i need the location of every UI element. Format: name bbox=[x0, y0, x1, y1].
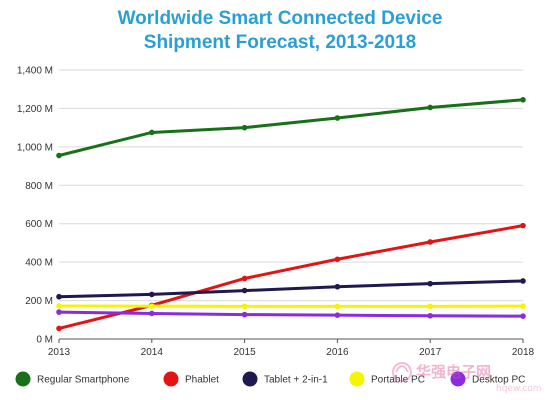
legend-item[interactable]: Phablet bbox=[163, 371, 220, 387]
y-tick-label: 800 M bbox=[25, 181, 53, 192]
data-point-regular-smartphone bbox=[334, 115, 341, 121]
legend: Regular Smartphone Phablet Tablet + 2-in-1… bbox=[15, 371, 526, 387]
y-tick-label: 1,400 M bbox=[17, 66, 53, 77]
y-tick-label: 1,200 M bbox=[17, 104, 53, 115]
data-point-regular-smartphone bbox=[241, 124, 248, 131]
watermark-url: hqew.com bbox=[496, 384, 542, 394]
x-axis-ticks: 2013 2014 2015 2016 2017 2018 bbox=[48, 339, 535, 358]
data-point-tablet-2-in-1 bbox=[149, 291, 155, 298]
y-tick-label: 600 M bbox=[25, 219, 53, 230]
data-point-portable-pc bbox=[56, 303, 62, 309]
legend-label: Tablet + 2-in-1 bbox=[264, 375, 328, 386]
data-point-phablet bbox=[241, 275, 248, 282]
y-tick-label: 1,000 M bbox=[17, 142, 53, 153]
series-line-phablet bbox=[57, 224, 525, 330]
x-tick-label: 2013 bbox=[48, 347, 71, 358]
legend-label: Portable PC bbox=[371, 375, 425, 386]
legend-item[interactable]: Desktop PC bbox=[450, 371, 526, 387]
x-tick-label: 2018 bbox=[512, 347, 535, 358]
data-point-phablet bbox=[427, 239, 434, 245]
legend-swatch bbox=[349, 371, 365, 387]
data-point-tablet-2-in-1 bbox=[334, 283, 341, 290]
data-point-desktop-pc bbox=[334, 312, 341, 318]
data-point-phablet bbox=[520, 222, 526, 229]
chart-title: Worldwide Smart Connected Device Shipment… bbox=[118, 8, 443, 53]
legend-swatch bbox=[450, 371, 466, 387]
x-tick-label: 2017 bbox=[419, 347, 442, 358]
x-tick-label: 2015 bbox=[233, 347, 256, 358]
y-tick-label: 400 M bbox=[25, 258, 53, 269]
data-point-portable-pc bbox=[149, 303, 155, 309]
legend-swatch bbox=[163, 371, 179, 387]
legend-label: Desktop PC bbox=[472, 375, 525, 386]
watermark-logo-icon bbox=[392, 362, 412, 382]
data-point-regular-smartphone bbox=[56, 152, 62, 159]
watermark: 华强电子网 hqew.com bbox=[392, 362, 542, 394]
data-point-regular-smartphone bbox=[520, 96, 526, 103]
data-point-tablet-2-in-1 bbox=[241, 287, 248, 294]
legend-item[interactable]: Regular Smartphone bbox=[15, 371, 130, 387]
data-point-portable-pc bbox=[334, 303, 341, 310]
data-point-desktop-pc bbox=[520, 313, 526, 319]
series-line-tablet-2-in-1 bbox=[57, 279, 525, 299]
data-point-tablet-2-in-1 bbox=[520, 278, 526, 284]
data-point-desktop-pc bbox=[149, 310, 155, 317]
series-line-desktop-pc bbox=[57, 310, 525, 318]
y-axis-ticks: 0 M 200 M 400 M 600 M 800 M 1,000 M 1,200 M 1,4… bbox=[17, 66, 53, 346]
data-point-phablet bbox=[334, 256, 341, 263]
x-tick-label: 2016 bbox=[326, 347, 349, 358]
data-point-portable-pc bbox=[427, 303, 434, 310]
x-tick-label: 2014 bbox=[141, 347, 164, 358]
y-tick-label: 0 M bbox=[36, 335, 53, 346]
chart-title-line: Worldwide Smart Connected Device bbox=[118, 8, 443, 29]
gridlines bbox=[59, 69, 523, 340]
legend-swatch bbox=[15, 371, 31, 387]
data-point-phablet bbox=[56, 325, 62, 332]
data-point-portable-pc bbox=[520, 303, 526, 309]
legend-item[interactable]: Tablet + 2-in-1 bbox=[242, 371, 329, 387]
legend-item[interactable]: Portable PC bbox=[349, 371, 425, 387]
y-tick-label: 200 M bbox=[25, 296, 53, 307]
legend-swatch bbox=[242, 371, 258, 387]
data-point-tablet-2-in-1 bbox=[56, 293, 62, 300]
data-point-portable-pc bbox=[241, 303, 248, 310]
watermark-text: 华强电子网 bbox=[416, 363, 491, 381]
series-line-regular-smartphone bbox=[57, 98, 525, 158]
data-point-desktop-pc bbox=[56, 309, 62, 315]
chart-title-line: Shipment Forecast, 2013-2018 bbox=[144, 32, 416, 53]
data-point-tablet-2-in-1 bbox=[427, 280, 434, 287]
legend-label: Phablet bbox=[185, 375, 219, 386]
data-point-desktop-pc bbox=[241, 311, 248, 318]
data-point-desktop-pc bbox=[427, 312, 434, 319]
series-lines bbox=[56, 96, 526, 332]
legend-label: Regular Smartphone bbox=[37, 375, 130, 386]
data-point-regular-smartphone bbox=[149, 129, 155, 136]
data-point-regular-smartphone bbox=[427, 104, 434, 111]
